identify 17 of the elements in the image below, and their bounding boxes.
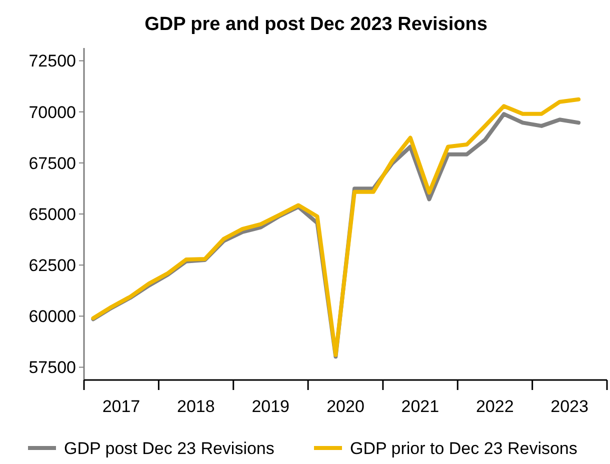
legend-label: GDP prior to Dec 23 Revisons [350, 439, 578, 458]
x-tick-label: 2023 [550, 397, 588, 416]
y-tick-label: 57500 [28, 358, 76, 378]
x-tick-label: 2021 [401, 397, 440, 416]
x-tick-label: 2018 [177, 397, 215, 416]
y-tick-label: 70000 [28, 102, 76, 122]
x-tick-label: 2019 [252, 397, 290, 416]
chart-title: GDP pre and post Dec 2023 Revisions [144, 14, 488, 35]
y-tick-label: 60000 [28, 307, 76, 326]
y-tick-label: 62500 [28, 256, 76, 276]
y-tick-label: 65000 [28, 204, 76, 224]
x-tick-label: 2022 [476, 397, 514, 416]
y-tick-label: 72500 [28, 52, 76, 71]
x-tick-label: 2017 [102, 397, 140, 416]
legend-label: GDP post Dec 23 Revisions [64, 439, 274, 458]
y-tick-label: 67500 [28, 154, 76, 173]
x-tick-label: 2020 [326, 397, 364, 416]
